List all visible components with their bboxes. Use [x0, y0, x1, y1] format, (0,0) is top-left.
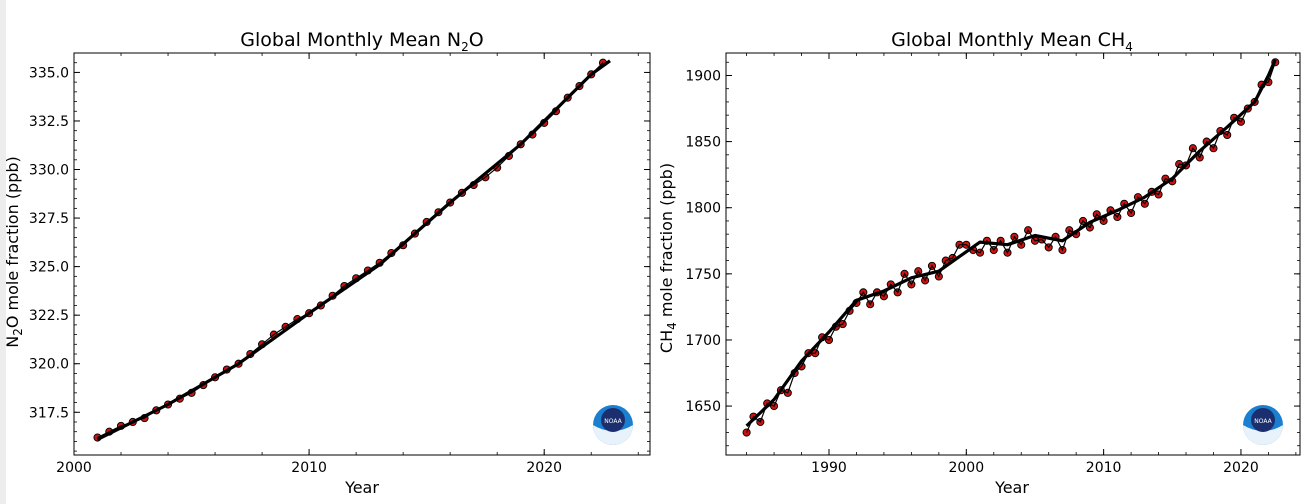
x-tick-label: 2000 [56, 460, 92, 476]
noaa-logo-icon: NOAA [593, 405, 633, 445]
y-tick-label: 322.5 [29, 308, 69, 324]
n2o-x-axis-label: Year [344, 478, 379, 497]
ch4-chart-title: Global Monthly Mean CH4 [891, 29, 1133, 54]
y-tick-label: 1650 [685, 399, 721, 415]
y-tick-label: 335.0 [29, 65, 69, 81]
noaa-logo-text: NOAA [1254, 418, 1272, 425]
n2o-minor-ticks [73, 52, 650, 455]
noaa-logo-text: NOAA [604, 418, 622, 425]
n2o-plot-area: 2000 2010 2020 317.5 320.0 322.5 325.0 327.5 330… [29, 52, 651, 476]
n2o-plot-frame [73, 52, 651, 456]
n2o-chart: Global Monthly Mean N2O Year N2O mole fr… [3, 29, 651, 497]
ch4-trend-line [745, 58, 1277, 428]
ch4-monthly-line [746, 62, 1276, 433]
y-tick-label: 1700 [685, 333, 721, 349]
y-tick-label: 1800 [685, 201, 721, 217]
ch4-minor-ticks [726, 53, 1300, 455]
n2o-trend-line [96, 59, 611, 441]
y-tick-label: 317.5 [29, 405, 69, 421]
ch4-x-axis-label: Year [994, 478, 1029, 497]
y-tick-label: 1850 [685, 135, 721, 151]
y-tick-label: 320.0 [29, 357, 69, 373]
x-tick-label: 2020 [1223, 460, 1259, 476]
ch4-plot-area: 1990 2000 2010 2020 1650 1700 1750 1800 1850 1900 [685, 52, 1301, 476]
y-tick-label: 330.0 [29, 163, 69, 179]
x-tick-label: 2000 [948, 460, 984, 476]
y-tick-label: 325.0 [29, 260, 69, 276]
y-tick-label: 332.5 [29, 114, 69, 130]
y-tick-label: 1750 [685, 267, 721, 283]
noaa-logo-icon: NOAA [1243, 405, 1283, 445]
left-edge-strip [0, 0, 6, 504]
ch4-plot-frame [725, 52, 1301, 456]
y-tick-label: 1900 [685, 68, 721, 84]
ch4-y-axis-label: CH4 mole fraction (ppb) [657, 163, 679, 353]
ch4-chart: Global Monthly Mean CH4 Year CH4 mole fr… [657, 29, 1301, 497]
x-tick-label: 2010 [291, 460, 327, 476]
n2o-monthly-line [97, 62, 604, 439]
x-tick-label: 1990 [811, 460, 847, 476]
x-tick-label: 2010 [1086, 460, 1122, 476]
ch4-monthly-points [742, 58, 1280, 437]
x-tick-label: 2020 [526, 460, 562, 476]
y-tick-label: 327.5 [29, 211, 69, 227]
n2o-chart-title: Global Monthly Mean N2O [240, 29, 483, 54]
n2o-monthly-points [93, 58, 608, 442]
data-point [742, 428, 751, 437]
n2o-y-axis-label: N2O mole fraction (ppb) [3, 156, 25, 348]
